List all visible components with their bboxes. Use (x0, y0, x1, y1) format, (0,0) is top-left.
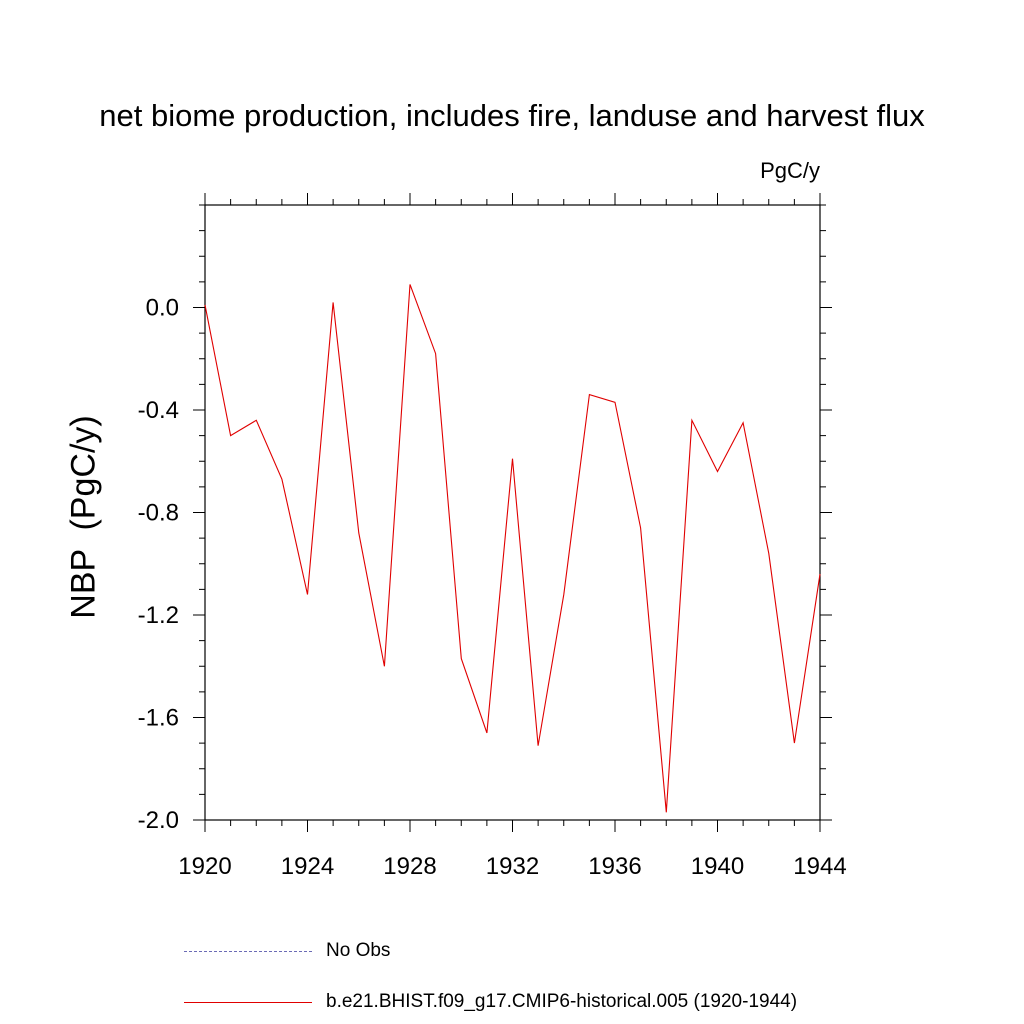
units-label: PgC/y (760, 158, 820, 183)
y-tick-label: -1.2 (138, 602, 179, 629)
x-tick-label: 1944 (793, 853, 846, 880)
x-tick-label: 1940 (691, 853, 744, 880)
x-tick-label: 1924 (281, 853, 334, 880)
chart-title: net biome production, includes fire, lan… (99, 98, 925, 133)
legend-swatch-no-obs (184, 950, 312, 952)
x-tick-label: 1936 (588, 853, 641, 880)
y-tick-label: -2.0 (138, 807, 179, 834)
plot-frame (204, 204, 821, 821)
x-tick-label: 1920 (178, 853, 231, 880)
y-tick-label: -0.4 (138, 397, 179, 424)
legend-label-no-obs: No Obs (326, 940, 391, 961)
y-tick-label: 0.0 (146, 295, 179, 322)
legend-label-historical: b.e21.BHIST.f09_g17.CMIP6-historical.005… (326, 991, 798, 1012)
y-tick-label: -0.8 (138, 500, 179, 527)
y-tick-label: -1.6 (138, 705, 179, 732)
x-tick-label: 1928 (383, 853, 436, 880)
legend-item-historical: b.e21.BHIST.f09_g17.CMIP6-historical.005… (184, 991, 797, 1013)
legend-item-no-obs: No Obs (184, 940, 390, 962)
x-tick-label: 1932 (486, 853, 539, 880)
series-line-historical (204, 284, 821, 813)
legend-swatch-historical (184, 1001, 312, 1003)
